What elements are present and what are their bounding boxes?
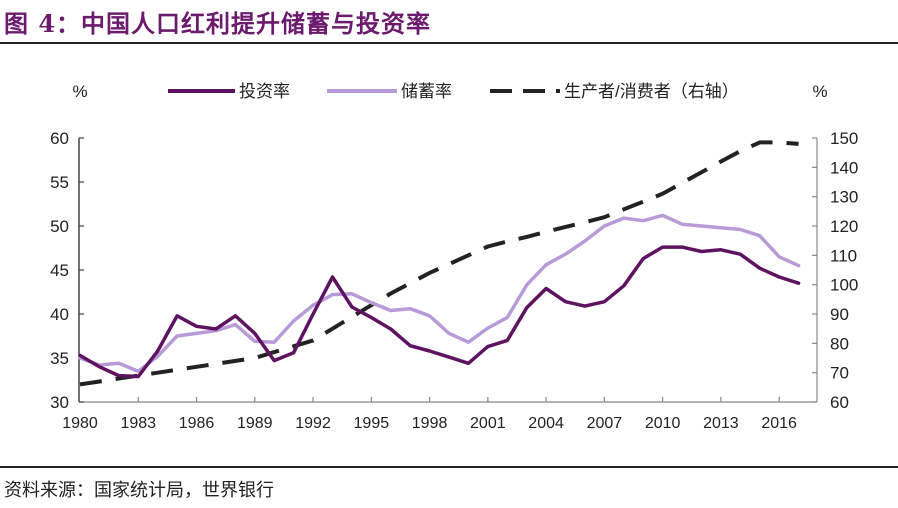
y-left-unit-label: %: [72, 82, 87, 101]
legend: 投资率 储蓄率 生产者/消费者（右轴）: [168, 82, 739, 101]
x-tick-label: 1989: [237, 415, 273, 432]
y-left-tick-label: 45: [50, 261, 69, 280]
x-tick-label: 2001: [470, 415, 506, 432]
legend-item-2: 储蓄率: [327, 82, 452, 101]
legend-label: 生产者/消费者（右轴）: [564, 82, 739, 101]
y-right-tick-label: 80: [830, 334, 849, 353]
axes: 30 35 40 45 50 55 60 60 70 80 90 100 110 120 130 140 150…: [50, 82, 858, 432]
y-left-tick-label: 30: [50, 393, 69, 412]
y-right-tick-label: 90: [830, 305, 849, 324]
series-lines: [78, 140, 801, 387]
y-right-unit-label: %: [812, 82, 827, 101]
x-tick-label: 1986: [179, 415, 215, 432]
y-left-tick-label: 55: [50, 173, 69, 192]
legend-item-3: 生产者/消费者（右轴）: [490, 82, 739, 101]
y-left-tick-label: 60: [50, 129, 69, 148]
y-right-tick-label: 120: [830, 217, 858, 236]
source-note: 资料来源：国家统计局，世界银行: [4, 480, 274, 501]
top-rule: [0, 42, 898, 44]
chart: 30 35 40 45 50 55 60 60 70 80 90 100 110 120 130 140 150…: [50, 82, 858, 432]
y-left-tick-label: 40: [50, 305, 69, 324]
figure-title: 图 4：中国人口红利提升储蓄与投资率: [4, 9, 432, 38]
y-right-tick-label: 110: [830, 246, 857, 265]
x-tick-label: 1980: [62, 415, 98, 432]
legend-label: 投资率: [239, 82, 290, 101]
x-tick-label: 2004: [528, 415, 564, 432]
x-tick-label: 2007: [587, 415, 623, 432]
x-tick-label: 1983: [120, 415, 156, 432]
x-tick-label: 2013: [703, 415, 739, 432]
legend-label: 储蓄率: [401, 82, 452, 101]
y-right-tick-label: 140: [830, 158, 858, 177]
series-line-1: [78, 245, 801, 379]
y-right-tick-label: 100: [830, 276, 858, 295]
x-tick-label: 1992: [295, 415, 331, 432]
legend-item-1: 投资率: [168, 82, 290, 101]
y-right-tick-label: 150: [830, 129, 858, 148]
x-tick-label: 1995: [354, 415, 390, 432]
y-right-tick-label: 60: [830, 393, 849, 412]
series-line-3: [79, 140, 799, 387]
series-line-2: [78, 213, 801, 373]
y-right-tick-label: 70: [830, 364, 849, 383]
y-right-tick-label: 130: [830, 188, 858, 207]
x-tick-label: 2016: [761, 415, 797, 432]
y-left-tick-label: 50: [50, 217, 69, 236]
x-tick-label: 2010: [645, 415, 681, 432]
y-left-tick-label: 35: [50, 349, 69, 368]
bottom-rule: [0, 466, 898, 468]
x-tick-label: 1998: [412, 415, 448, 432]
